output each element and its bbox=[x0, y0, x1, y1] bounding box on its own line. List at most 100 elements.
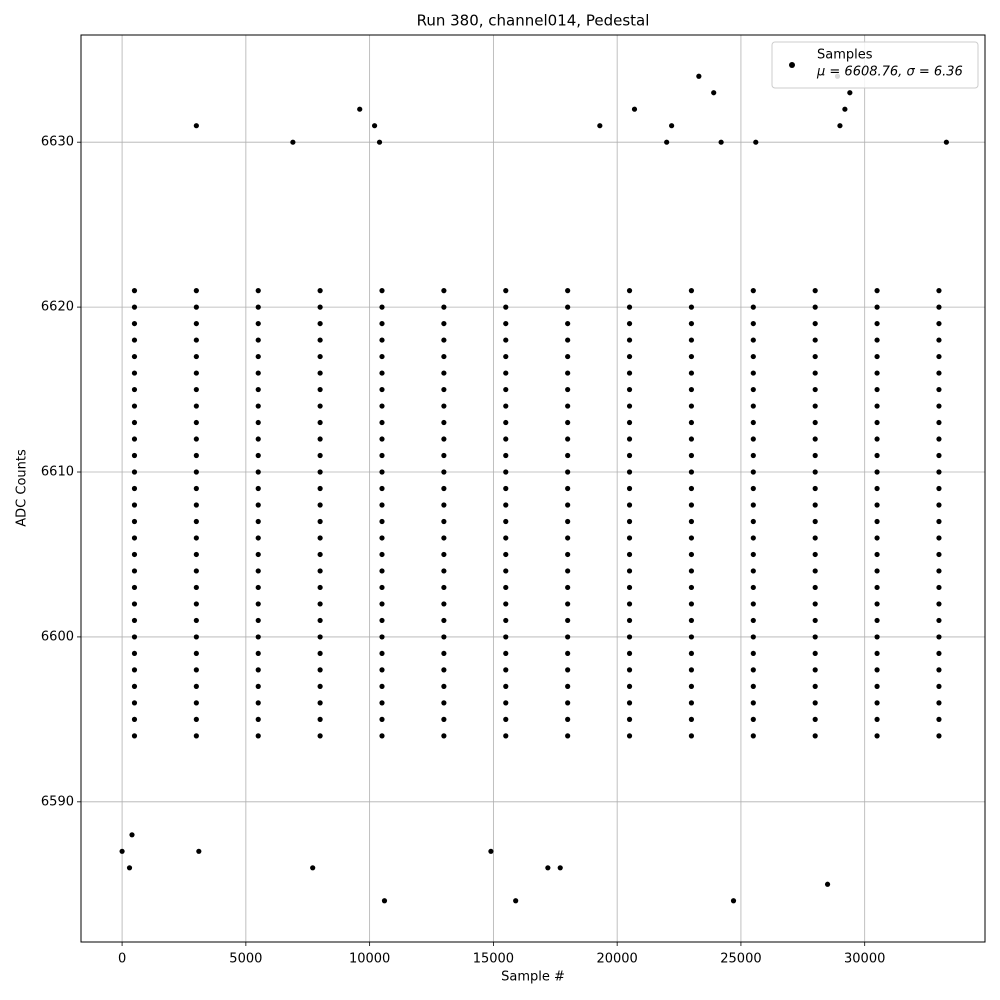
point bbox=[379, 551, 385, 558]
point bbox=[503, 288, 509, 294]
point bbox=[936, 568, 942, 574]
point bbox=[503, 667, 509, 673]
point bbox=[565, 518, 571, 525]
point bbox=[379, 337, 385, 343]
point bbox=[750, 386, 756, 393]
point bbox=[936, 419, 942, 426]
point bbox=[565, 304, 571, 310]
point bbox=[936, 304, 942, 310]
point bbox=[503, 370, 509, 376]
point bbox=[193, 403, 199, 409]
point bbox=[812, 353, 818, 360]
point bbox=[565, 403, 571, 409]
point bbox=[688, 617, 695, 624]
point bbox=[503, 535, 509, 541]
point bbox=[193, 568, 199, 574]
point bbox=[441, 337, 447, 343]
y-tick-label: 6600 bbox=[41, 629, 74, 644]
point bbox=[626, 288, 633, 294]
point bbox=[812, 502, 818, 508]
point bbox=[131, 617, 138, 624]
point bbox=[812, 733, 818, 739]
point bbox=[631, 106, 638, 112]
point bbox=[441, 485, 447, 492]
point bbox=[255, 551, 261, 558]
point bbox=[255, 370, 261, 376]
point bbox=[193, 469, 199, 475]
point bbox=[688, 551, 695, 558]
point bbox=[812, 584, 818, 591]
point bbox=[317, 502, 323, 508]
point bbox=[131, 419, 138, 426]
point bbox=[131, 288, 138, 294]
point bbox=[750, 551, 756, 558]
point bbox=[812, 601, 818, 607]
point bbox=[503, 568, 509, 574]
point bbox=[874, 617, 880, 624]
point bbox=[812, 716, 818, 722]
point bbox=[750, 304, 756, 310]
point bbox=[847, 90, 853, 96]
point bbox=[193, 683, 199, 689]
point bbox=[812, 683, 818, 689]
point bbox=[317, 551, 323, 558]
point bbox=[131, 436, 138, 442]
point bbox=[441, 452, 447, 459]
point bbox=[874, 535, 880, 541]
point bbox=[750, 716, 756, 722]
point bbox=[824, 881, 831, 887]
point bbox=[730, 898, 737, 904]
point bbox=[874, 452, 880, 459]
point bbox=[812, 568, 818, 574]
point bbox=[317, 518, 323, 525]
point bbox=[565, 386, 571, 393]
point bbox=[379, 304, 385, 310]
point bbox=[193, 123, 199, 129]
point bbox=[317, 386, 323, 393]
point bbox=[874, 650, 880, 657]
point bbox=[503, 551, 509, 558]
point bbox=[131, 568, 138, 574]
point bbox=[626, 469, 633, 475]
point bbox=[936, 337, 942, 343]
x-tick-label: 0 bbox=[118, 952, 126, 967]
point bbox=[936, 584, 942, 591]
point bbox=[131, 716, 138, 722]
point bbox=[750, 502, 756, 508]
point bbox=[317, 370, 323, 376]
point bbox=[936, 353, 942, 360]
point bbox=[379, 716, 385, 722]
point bbox=[255, 452, 261, 459]
point bbox=[626, 485, 633, 492]
point bbox=[503, 403, 509, 409]
point bbox=[812, 386, 818, 393]
point bbox=[750, 700, 756, 706]
x-axis-label: Sample # bbox=[501, 970, 565, 985]
point bbox=[131, 535, 138, 541]
point bbox=[936, 518, 942, 525]
point bbox=[669, 123, 675, 129]
point bbox=[626, 683, 633, 689]
x-tick-label: 10000 bbox=[349, 952, 390, 967]
point bbox=[379, 386, 385, 393]
point bbox=[379, 502, 385, 508]
point bbox=[688, 634, 695, 640]
point bbox=[812, 320, 818, 327]
point bbox=[317, 601, 323, 607]
point bbox=[626, 304, 633, 310]
point bbox=[812, 304, 818, 310]
point bbox=[255, 436, 261, 442]
point bbox=[503, 353, 509, 360]
point bbox=[193, 617, 199, 624]
point bbox=[255, 584, 261, 591]
point bbox=[196, 848, 202, 854]
point bbox=[503, 337, 509, 343]
point bbox=[441, 370, 447, 376]
point bbox=[441, 617, 447, 624]
point bbox=[255, 320, 261, 327]
point bbox=[812, 700, 818, 706]
point bbox=[317, 634, 323, 640]
point bbox=[565, 584, 571, 591]
point bbox=[441, 667, 447, 673]
